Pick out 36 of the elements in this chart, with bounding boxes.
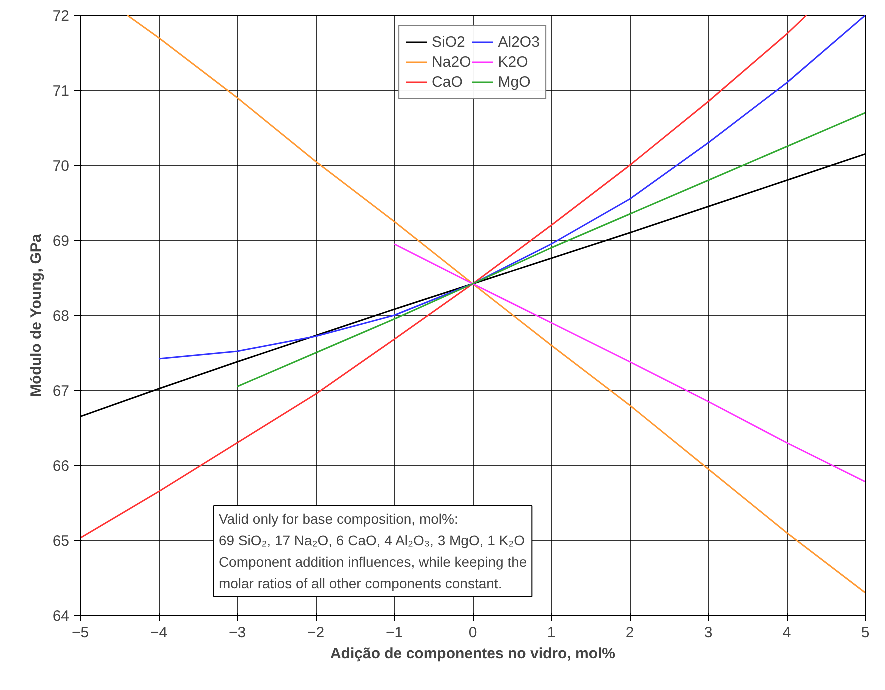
legend-label: Al2O3 [498,34,540,50]
legend-label: K2O [498,54,528,70]
y-tick-label: 66 [52,458,70,475]
x-axis-title: Adição de componentes no vidro, mol% [330,646,616,662]
y-axis-title: Módulo de Young, GPa [28,234,45,398]
line-series [236,112,866,388]
x-tick-label: 3 [704,624,713,642]
y-tick-label: 71 [52,83,70,100]
x-tick-label: −5 [72,624,90,642]
x-tick-label: −4 [150,624,168,642]
line-series [158,16,866,360]
x-tick-label: 5 [861,624,870,642]
annotation: Valid only for base composition, mol%: [218,510,458,527]
x-tick-label: 4 [782,624,792,642]
y-tick-label: 69 [52,233,70,250]
annotation: Component addition influences, while keeping the [218,554,528,570]
x-tick-label: 2 [626,624,634,642]
line-series [126,16,866,594]
legend-label: CaO [432,74,463,90]
y-tick-label: 65 [52,533,70,550]
annotation: 69 SiO₂, 17 Na₂O, 6 CaO, 4 Al₂O₃, 3 MgO, 1 K₂O [218,532,526,549]
y-tick-label: 64 [52,608,70,625]
legend-label: Na2O [432,54,472,70]
y-tick-label: 72 [52,8,70,25]
x-tick-label: 1 [547,624,556,642]
x-tick-label: −3 [228,624,246,642]
line-series [394,244,866,483]
y-tick-label: 67 [52,383,70,400]
x-tick-label: −1 [386,624,404,642]
y-tick-label: 70 [52,158,70,175]
x-tick-label: −2 [307,624,325,642]
legend-label: SiO2 [432,34,466,50]
legend-label: MgO [498,74,531,90]
x-tick-label: 0 [468,624,478,642]
annotation: molar ratios of all other components constant. [218,576,502,592]
y-tick-label: 68 [52,308,70,325]
